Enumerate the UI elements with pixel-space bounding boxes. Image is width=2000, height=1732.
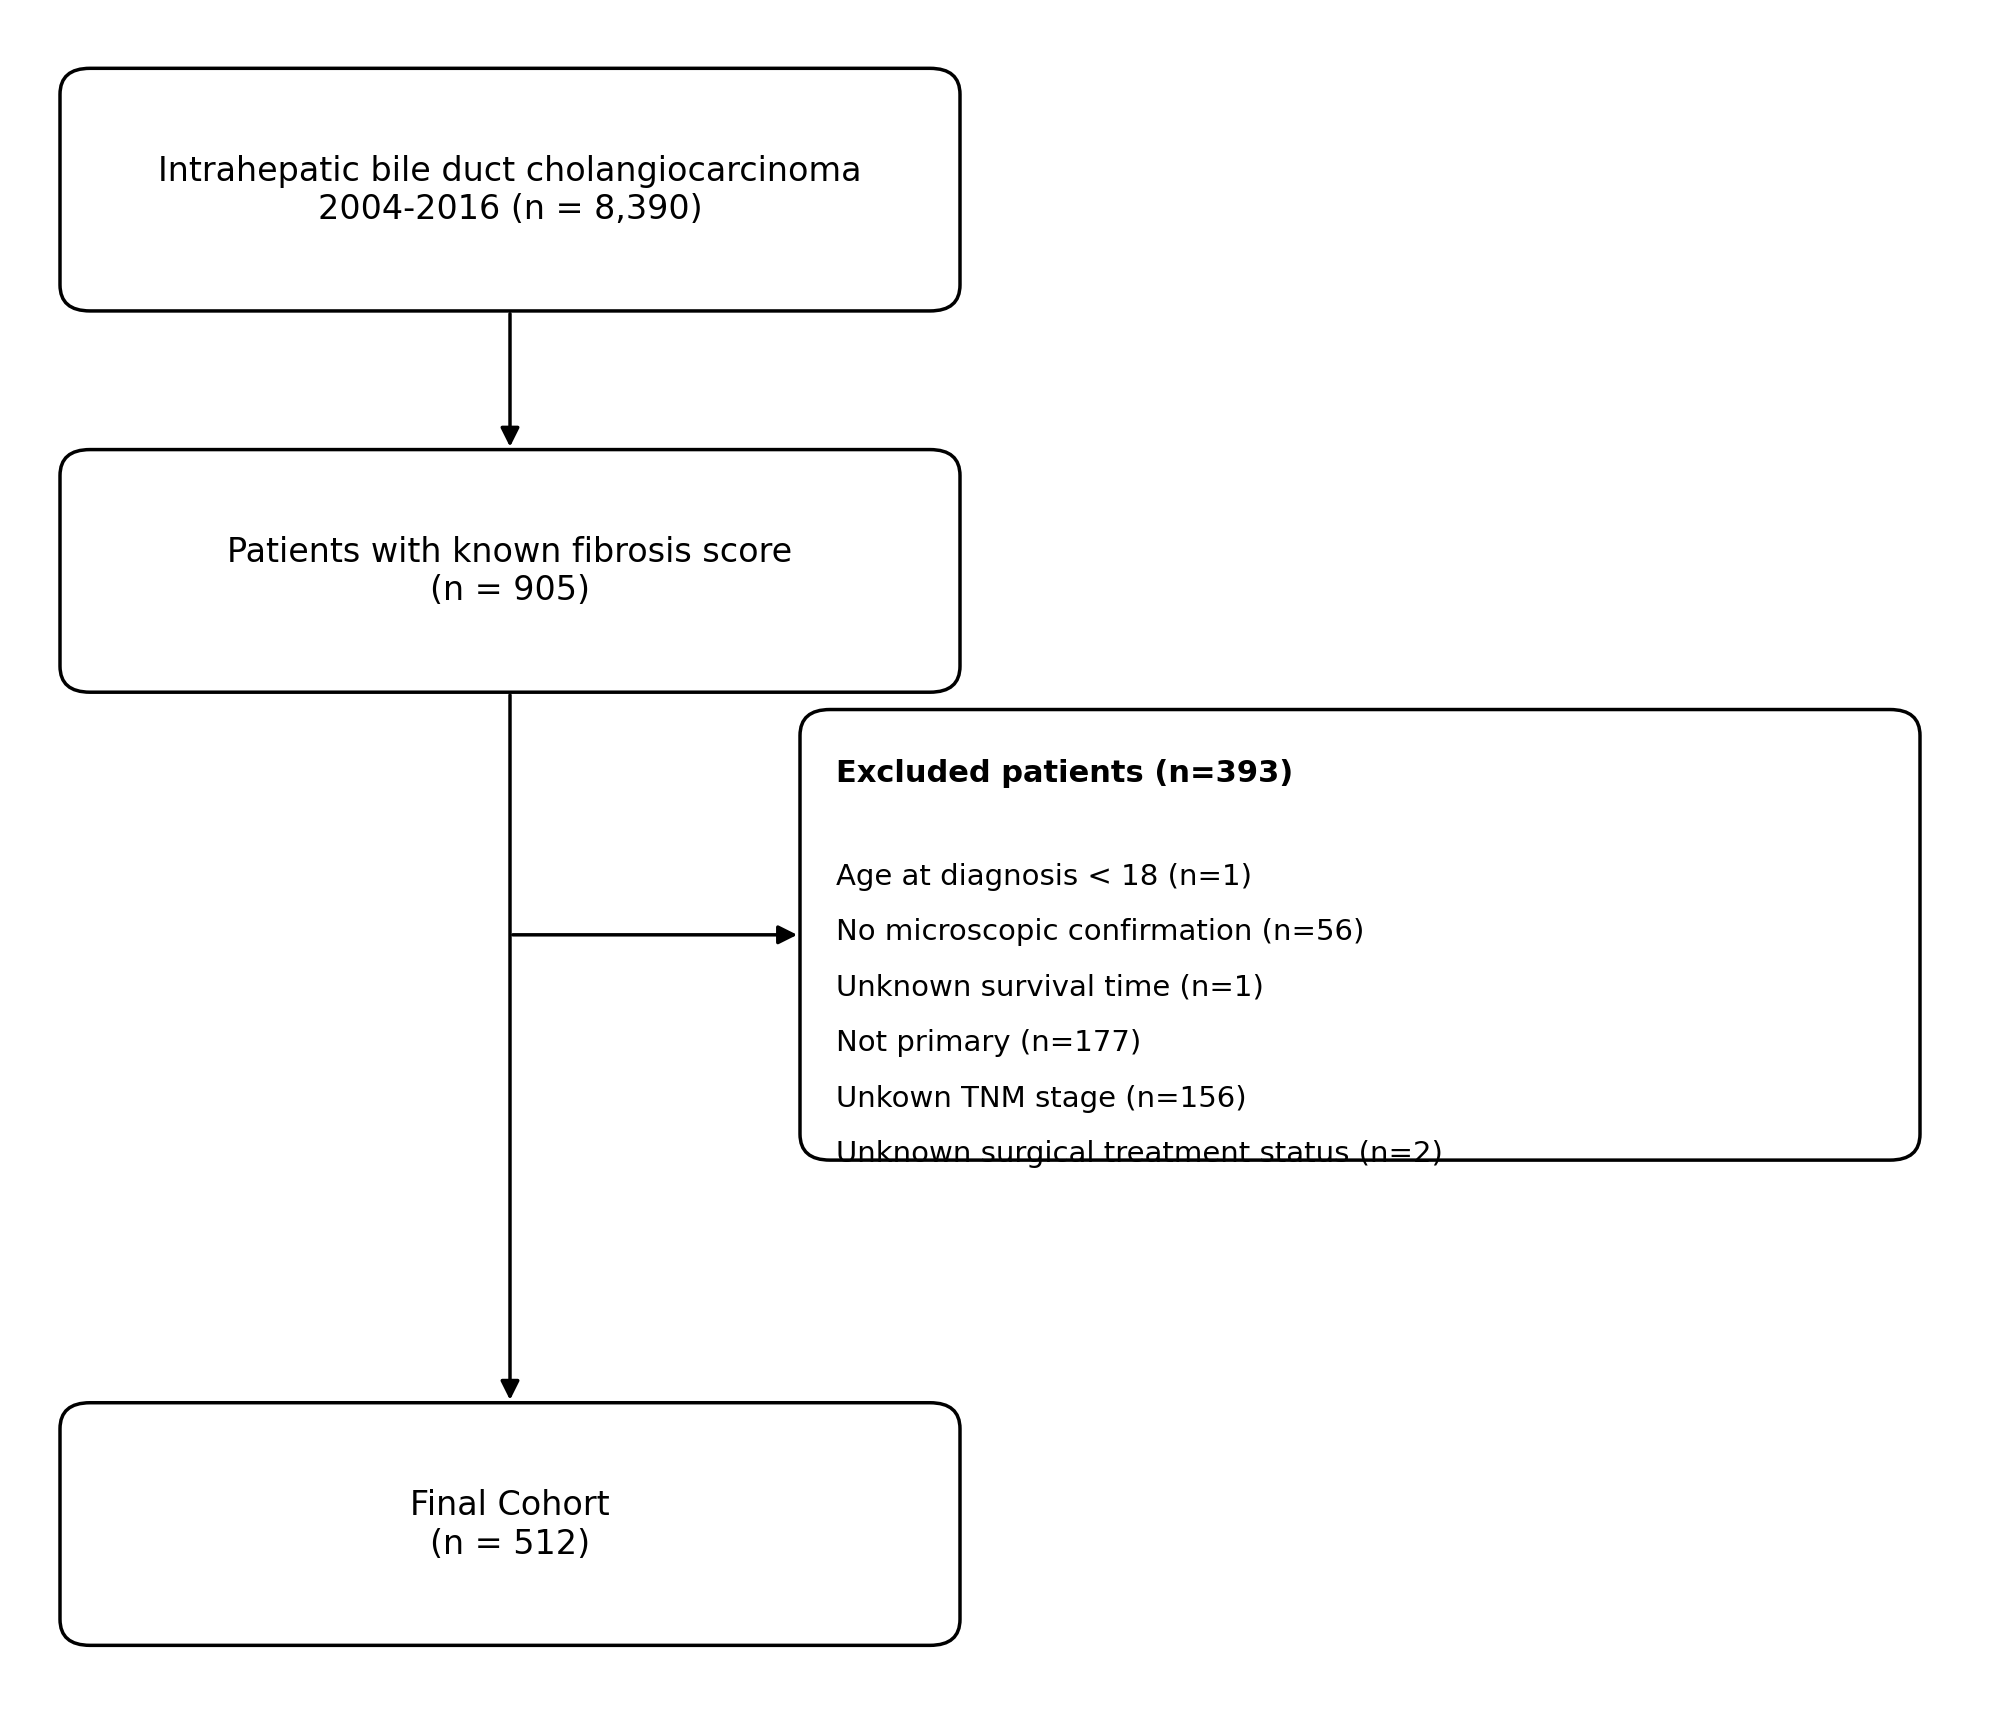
Text: Unknown surgical treatment status (n=2): Unknown surgical treatment status (n=2) — [836, 1140, 1442, 1167]
Text: No microscopic confirmation (n=56): No microscopic confirmation (n=56) — [836, 918, 1364, 946]
Text: Final Cohort
(n = 512): Final Cohort (n = 512) — [410, 1488, 610, 1561]
Text: Intrahepatic bile duct cholangiocarcinoma
2004-2016 (n = 8,390): Intrahepatic bile duct cholangiocarcinom… — [158, 154, 862, 227]
Text: Patients with known fibrosis score
(n = 905): Patients with known fibrosis score (n = … — [228, 535, 792, 608]
Text: Unknown survival time (n=1): Unknown survival time (n=1) — [836, 973, 1264, 1001]
FancyBboxPatch shape — [800, 710, 1920, 1160]
Text: Not primary (n=177): Not primary (n=177) — [836, 1029, 1142, 1057]
FancyBboxPatch shape — [60, 450, 960, 693]
FancyBboxPatch shape — [60, 1403, 960, 1645]
Text: Excluded patients (n=393): Excluded patients (n=393) — [836, 759, 1294, 788]
FancyBboxPatch shape — [60, 69, 960, 312]
Text: Unkown TNM stage (n=156): Unkown TNM stage (n=156) — [836, 1084, 1246, 1112]
Text: Age at diagnosis < 18 (n=1): Age at diagnosis < 18 (n=1) — [836, 863, 1252, 890]
